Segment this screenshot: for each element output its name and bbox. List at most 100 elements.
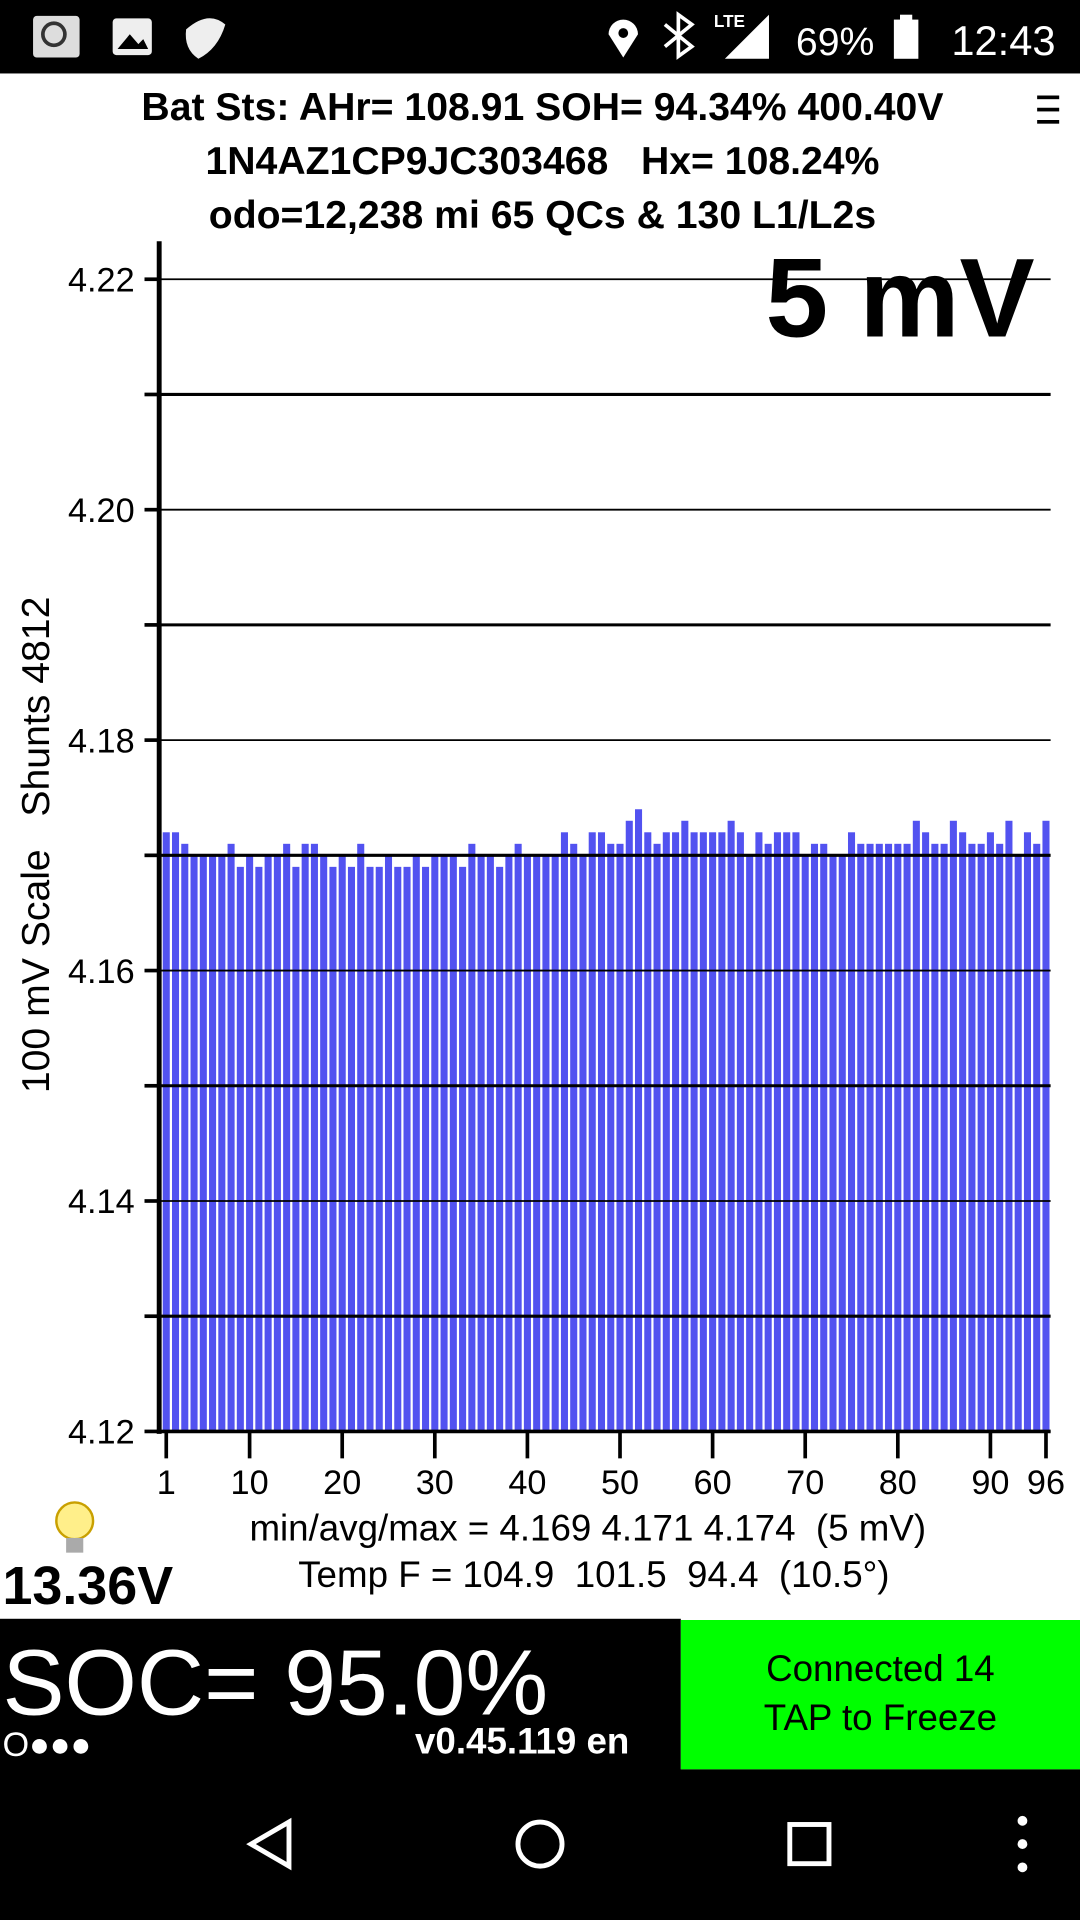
bar (801, 855, 809, 1432)
bar (838, 855, 846, 1432)
x-tick-label: 90 (971, 1464, 1009, 1502)
bar (264, 855, 272, 1432)
bar (292, 866, 300, 1432)
soc-panel (0, 1618, 681, 1771)
bar (681, 820, 689, 1432)
bar (764, 843, 772, 1432)
soc: SOC= 95.0% (2, 1630, 548, 1734)
network-label: LTE (714, 11, 745, 31)
bar (607, 843, 615, 1432)
bar (736, 832, 744, 1432)
x-tick-label: 60 (694, 1464, 732, 1502)
bar (1014, 855, 1022, 1432)
bar (912, 820, 920, 1432)
bar (505, 855, 513, 1432)
bar (523, 855, 531, 1432)
header-line: Bat Sts: AHr= 108.91 SOH= 94.34% 400.40V (141, 86, 943, 129)
bar (885, 843, 893, 1432)
home-button[interactable] (515, 1819, 565, 1869)
recents-button[interactable] (787, 1822, 832, 1867)
bar (718, 832, 726, 1432)
bar (597, 832, 606, 1432)
bar (375, 866, 383, 1432)
bar (1042, 820, 1050, 1432)
freeze-button[interactable]: Connected 14 TAP to Freeze (680, 1620, 1080, 1770)
bar (653, 843, 661, 1432)
y-tick-label: 4.14 (68, 1183, 135, 1221)
nav-bar (0, 1769, 1080, 1920)
bar (338, 855, 346, 1432)
menu-button[interactable] (1037, 95, 1060, 124)
bar (616, 843, 624, 1432)
bar (672, 832, 680, 1432)
bar (1033, 843, 1041, 1432)
bar (755, 832, 763, 1432)
bar (310, 843, 318, 1432)
bar (218, 855, 226, 1432)
bar (199, 855, 207, 1432)
bar (959, 832, 967, 1432)
bar (551, 855, 559, 1432)
bar (949, 820, 957, 1432)
version: v0.45.119 en (415, 1720, 629, 1761)
bar (875, 843, 883, 1432)
bar (403, 866, 411, 1432)
x-tick-label: 40 (508, 1464, 546, 1502)
bar (1005, 820, 1013, 1432)
bar (662, 832, 670, 1432)
clock: 12:43 (951, 17, 1055, 64)
bar (171, 832, 180, 1432)
y-tick-label: 4.22 (68, 261, 135, 299)
gallery-icon-shape (117, 34, 149, 49)
bar (857, 843, 865, 1432)
overflow-button[interactable] (1017, 1815, 1028, 1873)
dot (1017, 1815, 1028, 1826)
bar (922, 832, 930, 1432)
bar (209, 855, 217, 1432)
bar (273, 855, 281, 1432)
bar (422, 866, 430, 1432)
header-line: odo=12,238 mi 65 QCs & 130 L1/L2s (209, 194, 876, 237)
bar (866, 843, 874, 1432)
bar (190, 855, 198, 1432)
bar (514, 843, 522, 1432)
bar (931, 843, 939, 1432)
x-tick-label: 1 (157, 1464, 176, 1502)
menu-bar (1037, 107, 1060, 112)
signal-icon (724, 14, 769, 59)
bar (996, 843, 1004, 1432)
bar (746, 855, 754, 1432)
bar (560, 832, 568, 1432)
bar (449, 855, 457, 1432)
bar (709, 832, 717, 1432)
x-tick-label: 80 (879, 1464, 917, 1502)
bar (940, 843, 948, 1432)
bar (533, 855, 541, 1432)
bar (783, 832, 791, 1432)
bar (246, 855, 254, 1432)
bar (810, 843, 819, 1432)
bar (773, 832, 781, 1432)
y-tick-label: 4.16 (68, 953, 135, 991)
bar (625, 820, 633, 1432)
battery-cap (900, 14, 913, 21)
bar (579, 855, 587, 1432)
stats-line: min/avg/max = 4.169 4.171 4.174 (5 mV) (249, 1507, 926, 1548)
bar (394, 866, 402, 1432)
bar (699, 832, 707, 1432)
bar (820, 843, 828, 1432)
bar (570, 843, 578, 1432)
header-line: 1N4AZ1CP9JC303468 Hx= 108.24% (205, 140, 879, 183)
bar (588, 832, 596, 1432)
back-button[interactable] (246, 1817, 292, 1871)
bar (255, 866, 263, 1432)
bulb-base (66, 1537, 84, 1553)
bar (301, 843, 309, 1432)
bar (227, 843, 235, 1432)
battery-icon (893, 19, 919, 59)
chart[interactable]: 4.12 4.14 4.16 4.18 4.20 4.22 1 10 20 30 40 50 60 70 8… (68, 241, 1065, 1502)
bar (329, 866, 337, 1432)
bar (357, 843, 365, 1432)
x-tick-label: 50 (601, 1464, 639, 1502)
